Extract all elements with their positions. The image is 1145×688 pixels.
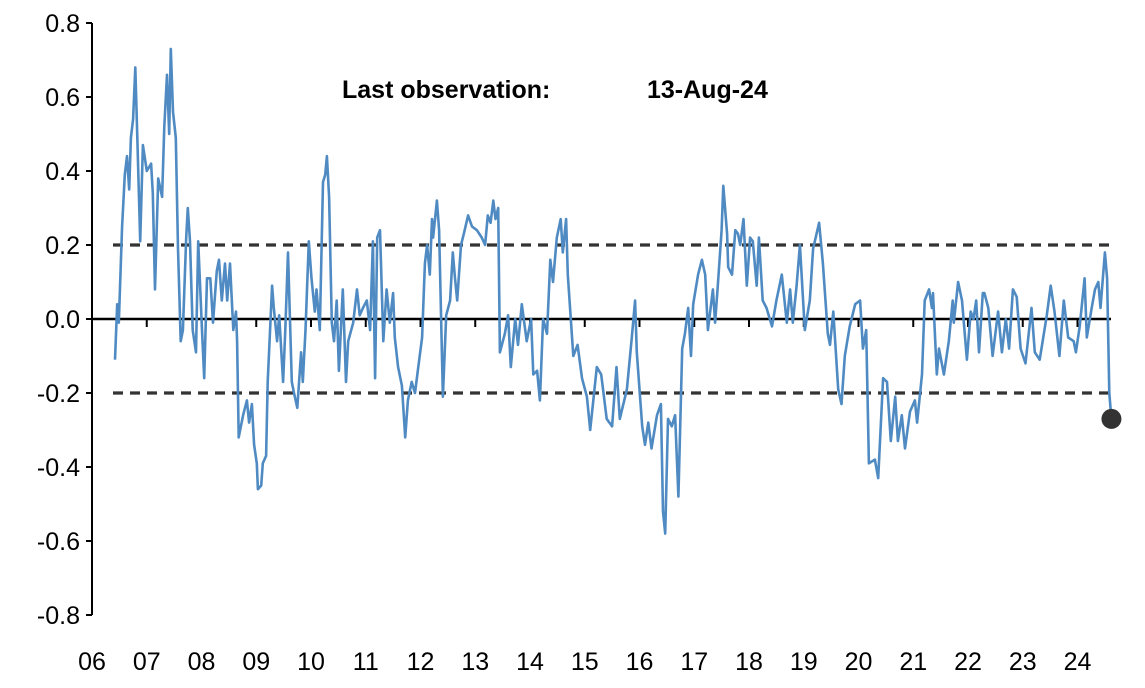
x-tick-label: 07 bbox=[133, 648, 161, 676]
x-tick-label: 15 bbox=[571, 648, 599, 676]
x-tick-label: 11 bbox=[353, 648, 379, 676]
x-tick-label: 08 bbox=[188, 648, 216, 676]
y-tick-label: 0.8 bbox=[45, 10, 80, 38]
x-tick-label: 20 bbox=[845, 648, 873, 676]
y-tick-label: 0.4 bbox=[45, 158, 80, 186]
axes bbox=[86, 22, 1111, 616]
y-tick-label: 0.0 bbox=[45, 306, 80, 334]
x-tick-labels: 06 07 08 09 10 11 12 13 14 15 16 17 18 19 20 21 22 23 24 bbox=[78, 648, 1091, 676]
x-tick-label: 18 bbox=[735, 648, 763, 676]
x-tick-label: 16 bbox=[626, 648, 654, 676]
x-tick-label: 21 bbox=[899, 648, 927, 676]
x-tick-label: 06 bbox=[78, 648, 106, 676]
x-tick-label: 23 bbox=[1009, 648, 1037, 676]
y-tick-label: 0.2 bbox=[45, 232, 80, 260]
annotation-label: Last observation: bbox=[342, 76, 550, 104]
last-observation-marker bbox=[1101, 408, 1122, 429]
reference-lines bbox=[113, 243, 1111, 395]
series-line bbox=[113, 47, 1113, 535]
y-tick-label: -0.6 bbox=[37, 528, 80, 556]
y-tick-label: 0.6 bbox=[45, 84, 80, 112]
annotation-date: 13-Aug-24 bbox=[647, 76, 768, 104]
x-tick-label: 19 bbox=[790, 648, 818, 676]
y-tick-labels: 0.8 0.6 0.4 0.2 0.0 -0.2 -0.4 -0.6 -0.8 bbox=[37, 10, 80, 630]
x-tick-label: 09 bbox=[242, 648, 270, 676]
x-tick-label: 17 bbox=[680, 648, 708, 676]
x-tick-label: 24 bbox=[1064, 648, 1092, 676]
x-tick-label: 10 bbox=[297, 648, 325, 676]
x-tick-label: 14 bbox=[516, 648, 544, 676]
x-tick-label: 12 bbox=[407, 648, 435, 676]
y-tick-label: -0.8 bbox=[37, 602, 80, 630]
x-tick-label: 13 bbox=[461, 648, 489, 676]
x-tick-label: 22 bbox=[954, 648, 982, 676]
y-tick-label: -0.4 bbox=[37, 454, 80, 482]
y-tick-label: -0.2 bbox=[37, 380, 80, 408]
